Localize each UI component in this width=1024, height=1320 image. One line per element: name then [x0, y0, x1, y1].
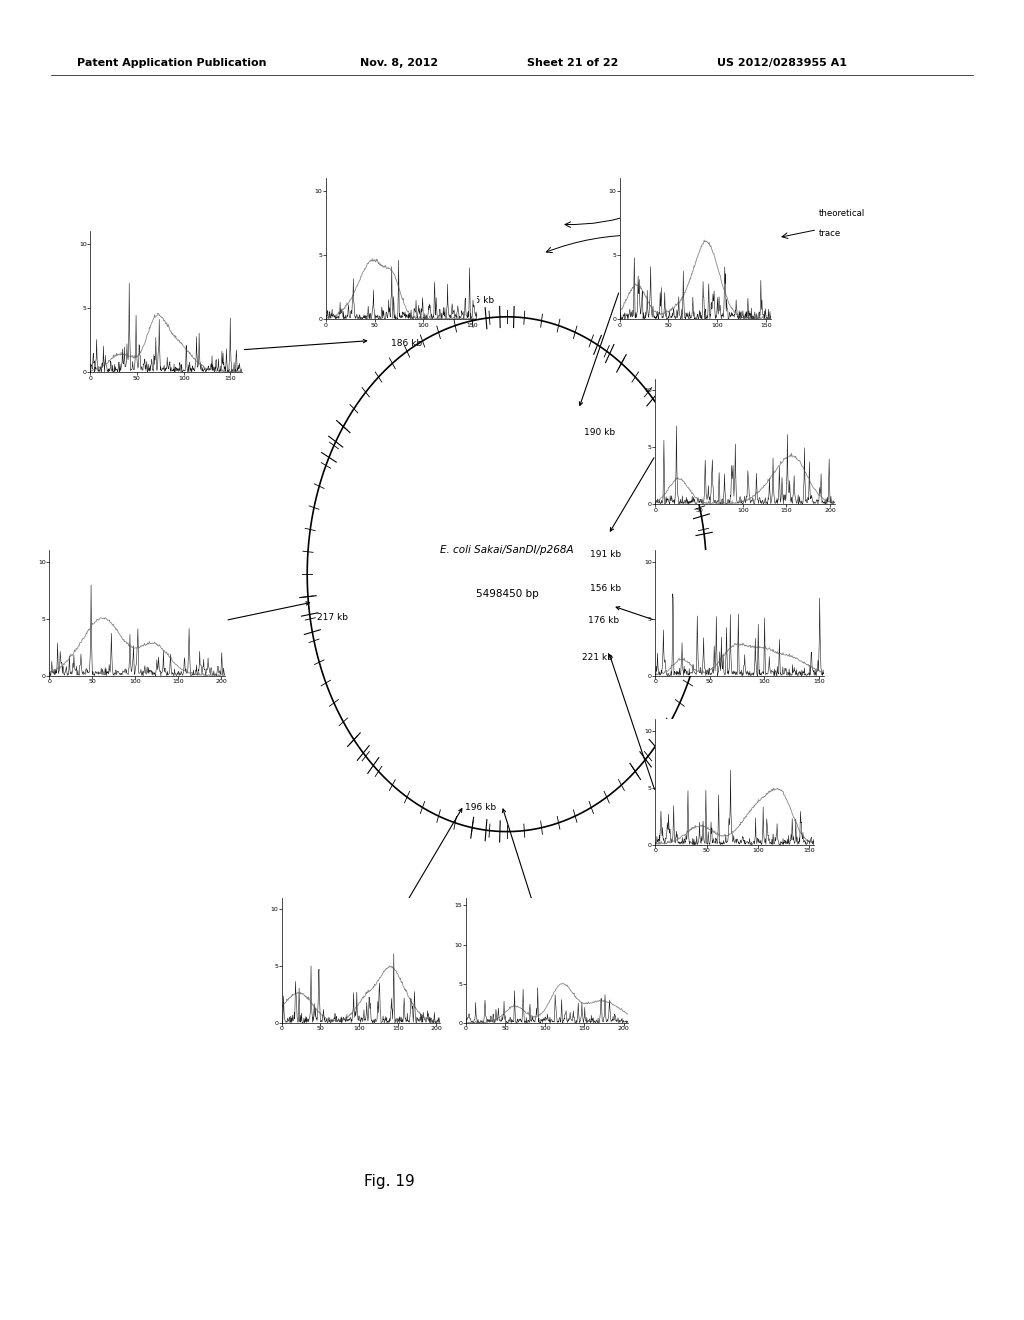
Text: 155 kb: 155 kb [463, 297, 494, 305]
Text: E. coli Sakai/SanDI/p268A: E. coli Sakai/SanDI/p268A [440, 545, 573, 556]
Text: 156 kb: 156 kb [590, 585, 621, 593]
Text: experimental traces: experimental traces [645, 207, 732, 215]
Text: trace: trace [819, 230, 842, 238]
Text: Patent Application Publication: Patent Application Publication [77, 58, 266, 69]
Text: Sheet 21 of 22: Sheet 21 of 22 [527, 58, 618, 69]
Text: 196 kb: 196 kb [465, 804, 496, 812]
Text: Fig. 19: Fig. 19 [364, 1173, 415, 1189]
Text: theoretical: theoretical [819, 210, 865, 218]
Text: 191 kb: 191 kb [590, 550, 621, 558]
Text: 190 kb: 190 kb [584, 429, 614, 437]
Text: US 2012/0283955 A1: US 2012/0283955 A1 [717, 58, 847, 69]
Text: 217 kb: 217 kb [317, 614, 348, 622]
Text: Nov. 8, 2012: Nov. 8, 2012 [360, 58, 438, 69]
Text: 176 kb: 176 kb [588, 616, 618, 624]
Text: theoretical trace: theoretical trace [645, 231, 717, 239]
Text: 5498450 bp: 5498450 bp [475, 589, 539, 599]
Text: 221 kb: 221 kb [582, 653, 612, 661]
Text: 186 kb: 186 kb [391, 339, 422, 347]
